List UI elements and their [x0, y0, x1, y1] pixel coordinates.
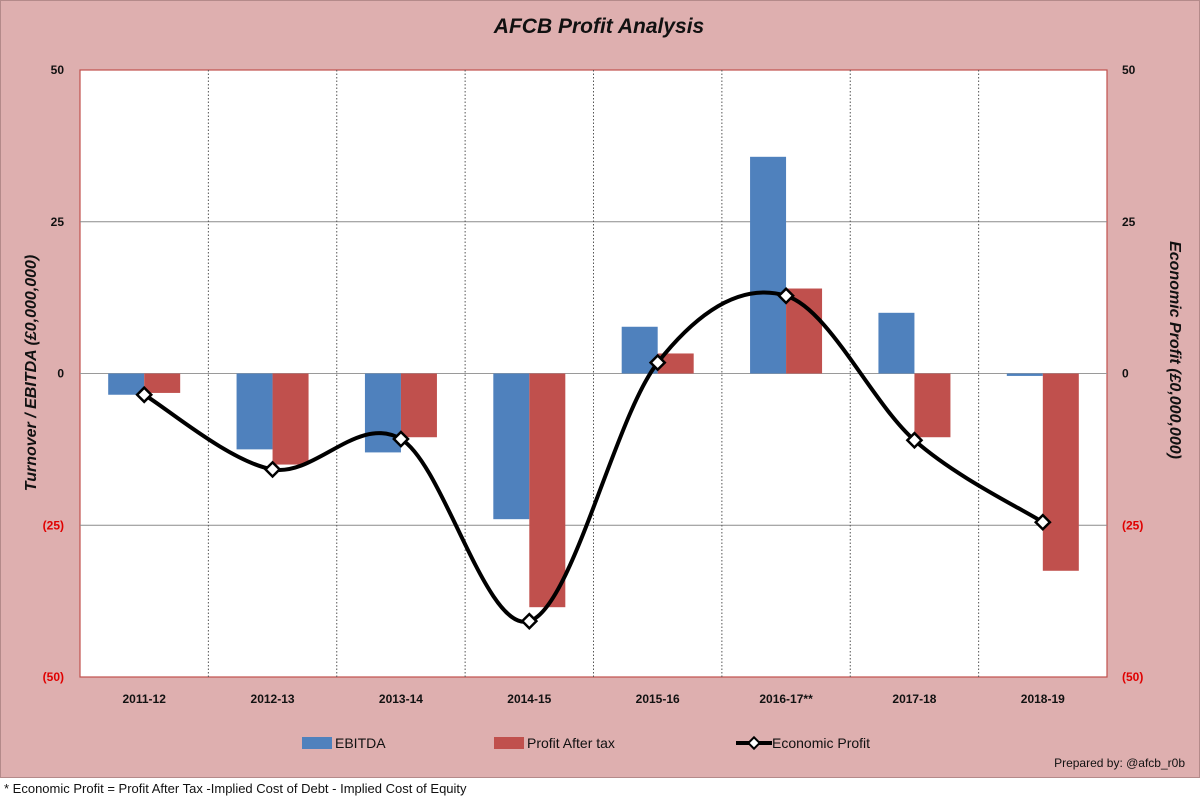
footnote: * Economic Profit = Profit After Tax -Im…: [4, 781, 467, 796]
economic-profit-marker: [392, 430, 410, 448]
tick-labels: 50 50 25 25 0 0 (25) (25) (50) (50): [43, 63, 1144, 684]
economic-profit-marker: [1033, 513, 1052, 532]
y-tick-label-left: 0: [57, 367, 64, 381]
profit-after-tax-bar: [272, 373, 309, 465]
profit-after-tax-bar: [529, 373, 566, 608]
x-category-label: 2012-13: [251, 692, 295, 706]
legend: EBITDA Profit After tax Economic Profit: [302, 735, 870, 751]
y-tick-label-left: 25: [51, 215, 65, 229]
ebitda-bar: [750, 156, 787, 374]
economic-profit-line: [142, 290, 1045, 624]
economic-profit-marker: [777, 286, 795, 305]
legend-swatch-profit-after-tax: [494, 737, 524, 749]
legend-label: Profit After tax: [527, 735, 615, 751]
chart-title: AFCB Profit Analysis: [493, 15, 704, 38]
legend-label: Economic Profit: [772, 735, 870, 751]
legend-swatch-ebitda: [302, 737, 332, 749]
economic-profit-marker: [135, 385, 154, 404]
profit-after-tax-bar: [786, 288, 823, 374]
legend-label: EBITDA: [335, 735, 386, 751]
x-category-label: 2016-17**: [759, 692, 813, 706]
credit-text: Prepared by: @afcb_r0b: [1054, 756, 1185, 770]
legend-marker-economic-profit: [746, 735, 762, 751]
y-tick-label-right: 0: [1122, 367, 1129, 381]
economic-profit-marker: [905, 431, 924, 450]
y-tick-label-right: (25): [1122, 518, 1143, 532]
y-tick-label-left: (25): [43, 518, 64, 532]
ebitda-bar: [878, 312, 915, 374]
economic-profit-marker: [648, 353, 667, 372]
x-category-label: 2017-18: [892, 692, 936, 706]
category-labels: 2011-12 2012-13 2013-14 2014-15 2015-16 2016-…: [122, 692, 1065, 706]
profit-after-tax-bar: [657, 353, 694, 374]
y-axis-label-left: Turnover / EBITDA (£0,000,000): [23, 255, 40, 492]
ebitda-bar: [1006, 373, 1043, 376]
y-tick-label-right: 50: [1122, 63, 1136, 77]
x-category-label: 2013-14: [379, 692, 423, 706]
x-category-label: 2018-19: [1021, 692, 1065, 706]
ebitda-bar: [108, 373, 145, 395]
ebitda-bar: [236, 373, 273, 450]
profit-after-tax-bar: [914, 373, 951, 438]
economic-profit-marker: [263, 460, 282, 479]
line-series: [135, 286, 1052, 630]
y-axis-label-right: Economic Profit (£0,000,000): [1166, 241, 1183, 459]
profit-after-tax-bar: [400, 373, 437, 438]
ebitda-bar: [493, 373, 530, 520]
x-category-label: 2011-12: [122, 692, 166, 706]
line-clip-group: [142, 290, 1045, 624]
y-tick-label-right: 25: [1122, 215, 1136, 229]
x-category-label: 2014-15: [507, 692, 551, 706]
economic-profit-marker: [520, 612, 539, 630]
profit-after-tax-bar: [1042, 373, 1079, 571]
profit-after-tax-bar: [144, 373, 181, 393]
x-category-label: 2015-16: [636, 692, 680, 706]
y-tick-label-left: 50: [51, 63, 65, 77]
y-tick-label-left: (50): [43, 670, 64, 684]
y-tick-label-right: (50): [1122, 670, 1143, 684]
bar-series: [108, 156, 1079, 608]
ebitda-bar: [621, 326, 658, 374]
